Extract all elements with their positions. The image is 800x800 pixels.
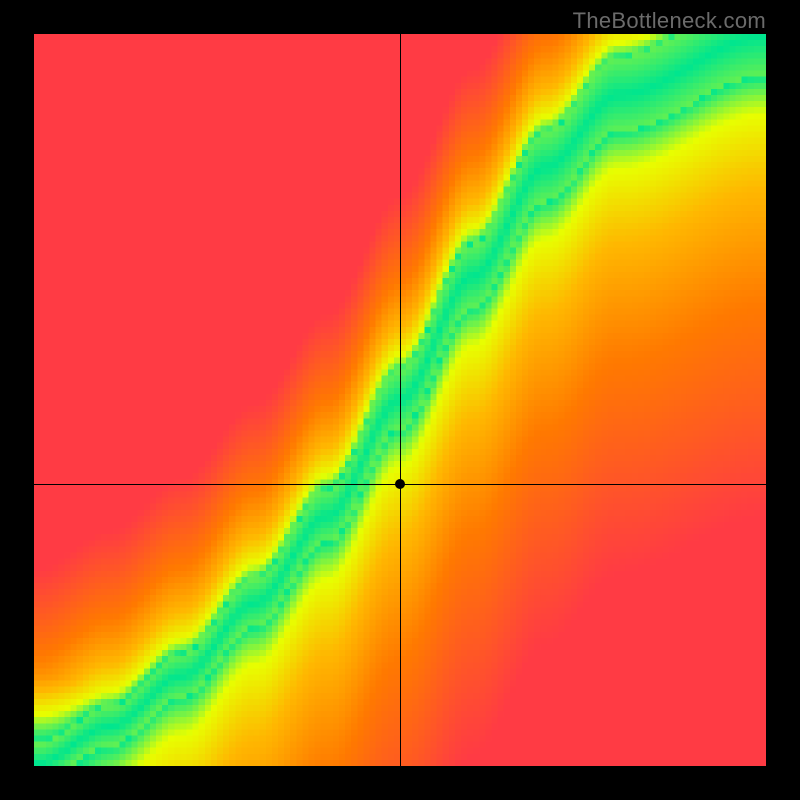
watermark-text: TheBottleneck.com <box>573 8 766 34</box>
heatmap-canvas <box>34 34 766 766</box>
heatmap-plot-area <box>34 34 766 766</box>
